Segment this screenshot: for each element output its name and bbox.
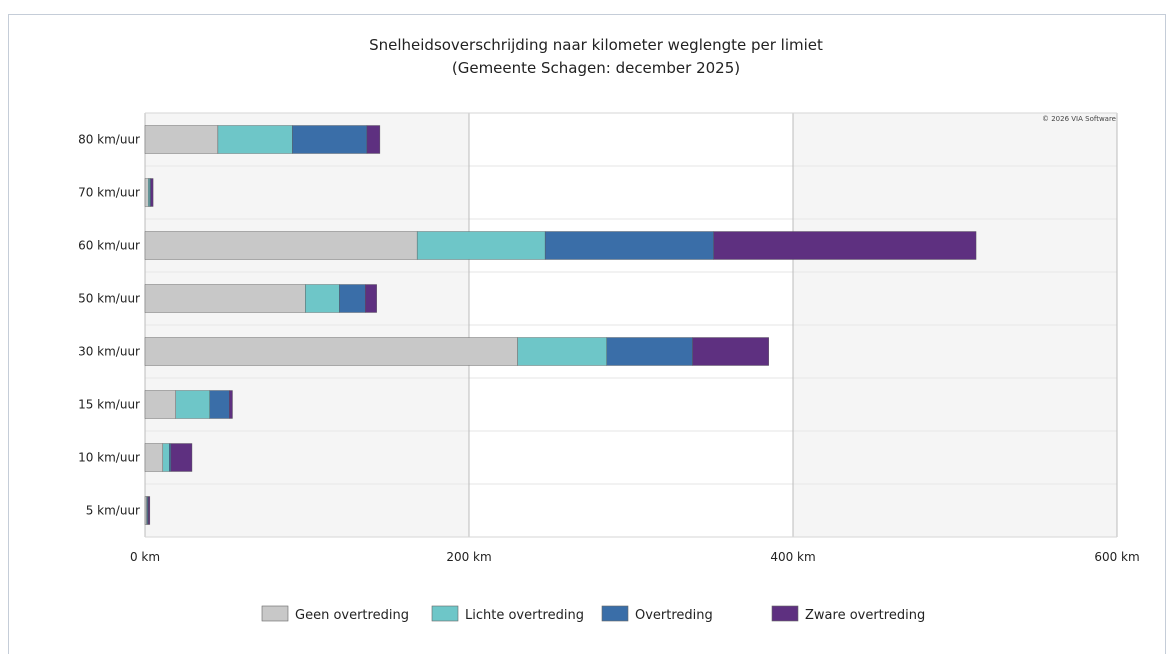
bar-segment — [292, 125, 368, 154]
bar-segment — [169, 443, 172, 472]
bar-segment — [713, 231, 977, 260]
legend-item: Overtreding — [601, 605, 713, 623]
y-tick-label: 50 km/uur — [78, 292, 140, 306]
legend-swatch — [771, 605, 799, 622]
y-tick-label: 10 km/uur — [78, 451, 140, 465]
bar-segment — [544, 231, 714, 260]
legend-label: Lichte overtreding — [465, 608, 584, 623]
bar-row — [144, 284, 377, 313]
bar-segment — [144, 390, 176, 419]
legend-item: Lichte overtreding — [431, 605, 584, 623]
bar-segment — [144, 443, 164, 472]
bar-row — [144, 443, 193, 472]
x-tick-label: 200 km — [446, 550, 491, 564]
legend-label: Overtreding — [635, 608, 713, 623]
bar-segment — [144, 284, 306, 313]
x-tick-label: 0 km — [130, 550, 160, 564]
bar-segment — [366, 125, 381, 154]
chart-title: Snelheidsoverschrijding naar kilometer w… — [369, 36, 823, 54]
bar-row — [144, 231, 977, 260]
legend-swatch — [261, 605, 289, 622]
bar-row — [144, 178, 154, 207]
bar-segment — [217, 125, 293, 154]
bar-row — [144, 125, 381, 154]
bar-segment — [144, 496, 147, 525]
grid-lines — [144, 112, 1118, 538]
bar-segment — [144, 231, 418, 260]
y-axis-labels: 80 km/uur 70 km/uur 60 km/uur 50 km/uur 30 k… — [78, 133, 140, 518]
chart-subtitle: (Gemeente Schagen: december 2025) — [452, 59, 740, 77]
bar-segment — [606, 337, 693, 366]
x-axis-labels: 0 km 200 km 400 km 600 km — [130, 550, 1140, 564]
legend-item: Zware overtreding — [771, 605, 925, 623]
credit-text: © 2026 VIA Software — [1042, 115, 1116, 123]
bars — [144, 125, 977, 525]
legend-swatch — [431, 605, 459, 622]
x-tick-label: 600 km — [1094, 550, 1139, 564]
bar-segment — [148, 178, 151, 207]
bar-segment — [144, 125, 219, 154]
bar-chart: Snelheidsoverschrijding naar kilometer w… — [78, 36, 1140, 623]
bar-segment — [229, 390, 233, 419]
bar-segment — [692, 337, 769, 366]
bar-segment — [365, 284, 377, 313]
bar-segment — [150, 178, 154, 207]
bar-segment — [148, 496, 151, 525]
bar-segment — [144, 178, 149, 207]
y-tick-label: 80 km/uur — [78, 133, 140, 147]
y-tick-label: 30 km/uur — [78, 345, 140, 359]
bar-segment — [305, 284, 340, 313]
legend-label: Geen overtreding — [295, 608, 409, 623]
y-tick-label: 15 km/uur — [78, 398, 140, 412]
bar-segment — [162, 443, 170, 472]
bar-segment — [209, 390, 230, 419]
bar-segment — [339, 284, 366, 313]
bar-segment — [517, 337, 607, 366]
x-tick-label: 400 km — [770, 550, 815, 564]
legend: Geen overtreding Lichte overtreding Overtr… — [261, 605, 925, 623]
legend-swatch — [601, 605, 629, 622]
legend-label: Zware overtreding — [805, 608, 925, 623]
legend-item: Geen overtreding — [261, 605, 409, 623]
bar-segment — [144, 337, 518, 366]
bar-row — [144, 337, 769, 366]
y-tick-label: 60 km/uur — [78, 239, 140, 253]
bar-row — [144, 390, 233, 419]
bar-segment — [175, 390, 210, 419]
y-tick-label: 70 km/uur — [78, 186, 140, 200]
bar-row — [144, 496, 151, 525]
bar-segment — [170, 443, 193, 472]
bar-segment — [416, 231, 546, 260]
y-tick-label: 5 km/uur — [86, 504, 140, 518]
